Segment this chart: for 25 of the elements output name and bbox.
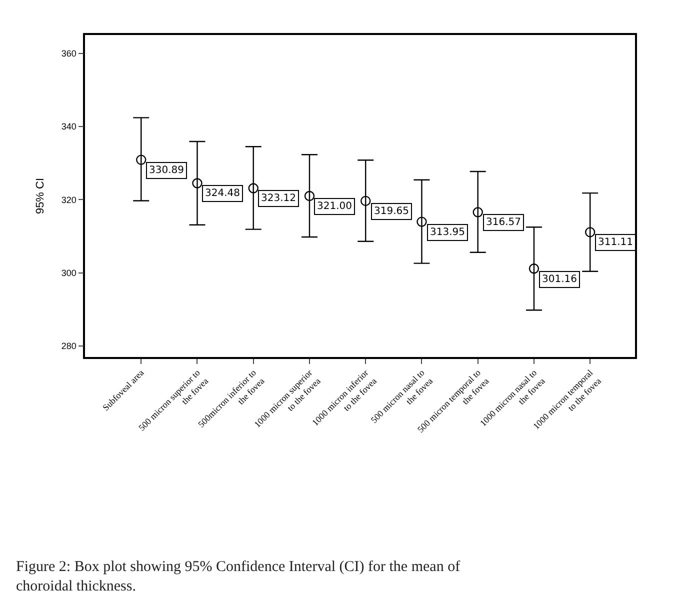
data-label: 323.12 — [261, 193, 296, 204]
data-label: 311.11 — [598, 237, 633, 248]
point — [472, 207, 483, 218]
data-label: 321.00 — [317, 201, 352, 212]
data-label: 316.57 — [486, 217, 521, 228]
y-tick-label: 360 — [61, 48, 76, 58]
point — [304, 190, 315, 202]
y-axis-title: 95% CI — [34, 178, 47, 214]
y-tick-label: 300 — [61, 268, 76, 278]
point — [136, 154, 146, 165]
y-tick-label: 280 — [61, 341, 76, 352]
point — [192, 178, 202, 188]
point — [248, 183, 258, 194]
data-label: 301.16 — [542, 274, 577, 285]
data-label: 324.48 — [205, 188, 240, 199]
point — [585, 227, 596, 238]
caption: Figure 2: Box plot showing 95% Confidence Interval (CI) for the mean of choroidal thickness. — [16, 559, 460, 592]
data-label: 313.95 — [430, 227, 465, 238]
y-tick-label: 340 — [61, 122, 76, 132]
data-label: 330.89 — [149, 165, 184, 176]
point — [528, 264, 540, 274]
point — [416, 216, 427, 227]
point — [360, 196, 371, 206]
data-label: 319.65 — [374, 206, 409, 217]
y-tick-label: 320 — [61, 194, 76, 205]
